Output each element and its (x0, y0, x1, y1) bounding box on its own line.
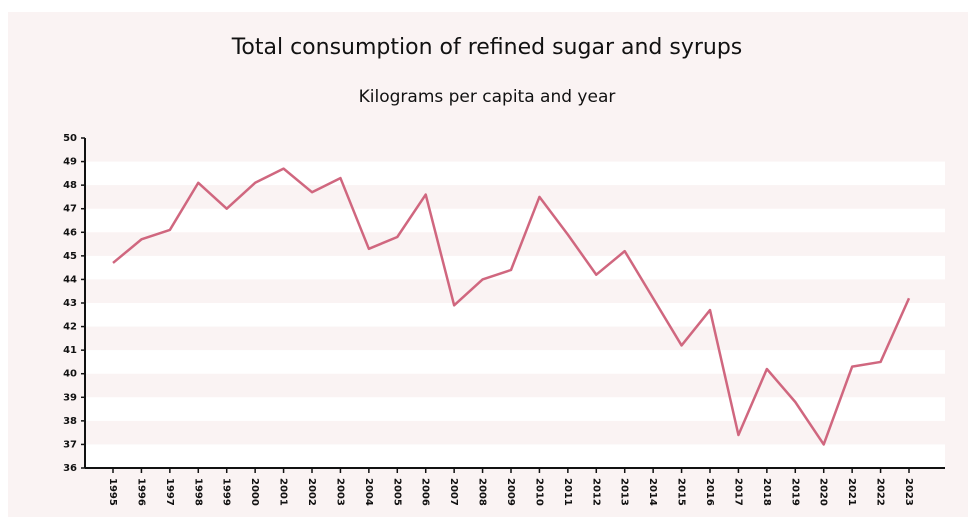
x-tick-label: 2013 (619, 478, 630, 506)
x-tick-label: 1996 (135, 478, 146, 506)
x-tick-label: 2018 (761, 478, 772, 506)
y-tick-label: 39 (63, 392, 77, 403)
y-tick-label: 37 (63, 439, 77, 450)
x-tick-label: 2022 (875, 478, 886, 506)
x-tick-label: 2002 (306, 478, 317, 506)
x-tick-label: 1999 (221, 478, 232, 506)
x-tick-label: 1998 (192, 478, 203, 506)
grid-band (85, 397, 945, 421)
x-tick-label: 2008 (477, 478, 488, 506)
x-tick-label: 2006 (420, 478, 431, 506)
x-tick-label: 2012 (590, 478, 601, 506)
x-tick-label: 2001 (278, 478, 289, 506)
y-tick-label: 47 (63, 204, 77, 215)
grid-band (85, 444, 945, 468)
chart-title: Total consumption of refined sugar and s… (231, 35, 743, 60)
x-tick-label: 1997 (164, 478, 175, 506)
y-tick-label: 50 (63, 133, 77, 144)
grid-band (85, 350, 945, 374)
x-tick-label: 2021 (846, 478, 857, 506)
x-tick-label: 2007 (448, 478, 459, 506)
chart-subtitle: Kilograms per capita and year (359, 87, 616, 107)
y-tick-label: 38 (63, 416, 77, 427)
x-tick-label: 2023 (903, 478, 914, 506)
y-tick-label: 43 (63, 298, 77, 309)
x-tick-label: 2004 (363, 478, 374, 506)
x-tick-label: 2003 (334, 478, 345, 506)
y-tick-label: 40 (63, 369, 77, 380)
x-tick-label: 2011 (562, 478, 573, 506)
y-tick-label: 36 (63, 463, 77, 474)
y-tick-label: 46 (63, 227, 77, 238)
x-tick-label: 2017 (732, 478, 743, 506)
x-tick-label: 2010 (533, 478, 544, 506)
grid-band (85, 208, 945, 233)
x-tick-label: 2009 (505, 478, 516, 506)
y-tick-label: 48 (63, 180, 77, 191)
y-tick-label: 49 (63, 157, 77, 168)
y-tick-label: 41 (63, 345, 77, 356)
x-tick-label: 2005 (391, 478, 402, 506)
y-tick-label: 44 (63, 274, 77, 285)
x-tick-label: 2014 (647, 478, 658, 506)
x-tick-label: 2020 (818, 478, 829, 506)
grid-band (85, 161, 945, 186)
x-tick-label: 1995 (107, 478, 118, 506)
y-tick-label: 42 (63, 322, 77, 333)
grid-band (85, 255, 945, 280)
x-tick-label: 2019 (789, 478, 800, 506)
line-series (112, 167, 911, 446)
x-tick-label: 2015 (676, 478, 687, 506)
y-tick-label: 45 (63, 251, 77, 262)
grid-band (85, 303, 945, 327)
x-tick-label: 2016 (704, 478, 715, 506)
x-tick-label: 2000 (249, 478, 260, 506)
